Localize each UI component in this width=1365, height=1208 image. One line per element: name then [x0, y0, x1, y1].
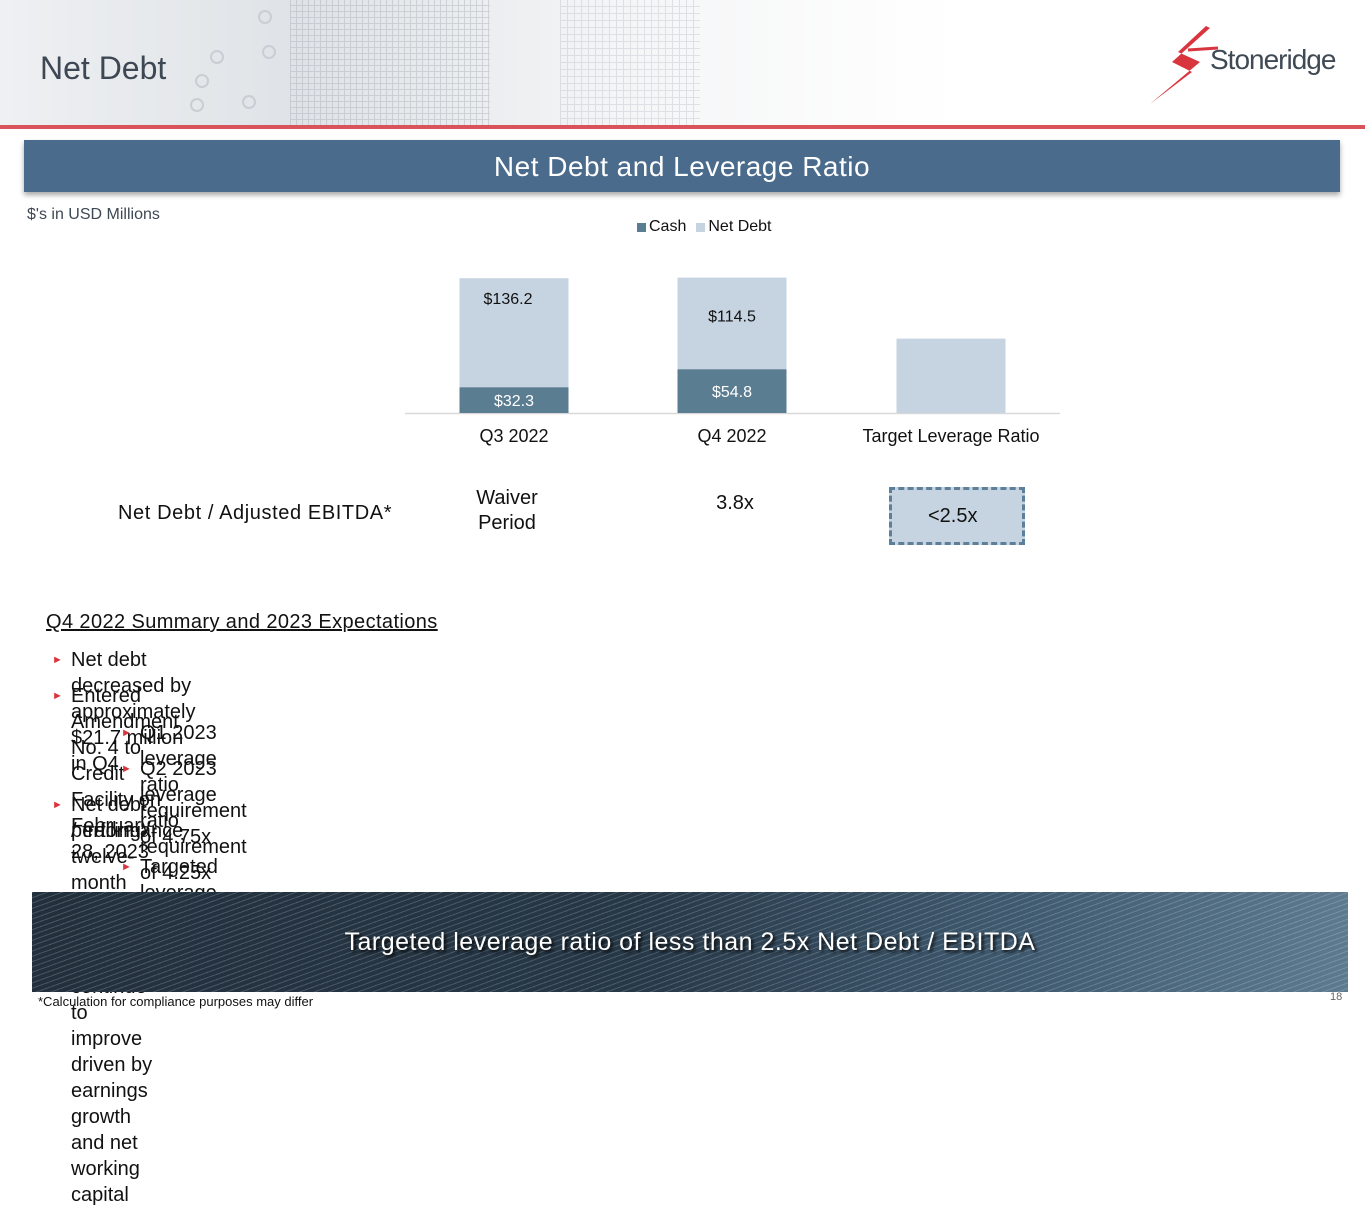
ratio-q3-line2: Period — [478, 512, 536, 534]
bullet-text: Entered Amendment No. 4 to Credit Facili… — [71, 685, 179, 863]
bullet-arrow-icon: ► — [121, 861, 132, 873]
sub-bullet-item: ► Q2 2023 leverage ratio requirement of … — [121, 756, 247, 886]
sub-bullet-item: ► Q1 2023 leverage ratio requirement of … — [121, 720, 247, 850]
bar-net-debt-q3-2022 — [459, 278, 569, 388]
bar-cash-q4-2022 — [677, 369, 787, 413]
ratio-target-box: <2.5x — [889, 487, 1025, 545]
header-background — [0, 0, 1365, 126]
legend-swatch-net-debt — [696, 222, 706, 232]
summary-title: Q4 2022 Summary and 2023 Expectations — [46, 611, 438, 633]
bullet-text: Net debt decreased by approximately $21.… — [71, 649, 196, 775]
ratio-q4-value: 3.8x — [716, 492, 754, 514]
legend-label-net-debt: Net Debt — [708, 218, 772, 235]
data-label-cash-q3-2022: $32.3 — [494, 393, 534, 410]
bullet-text: Q2 2023 leverage ratio requirement of 4.… — [140, 758, 247, 884]
bar-net-debt-q4-2022 — [677, 277, 787, 370]
ratio-q3-line1: Waiver — [476, 487, 538, 509]
legend-item-net-debt: Net Debt — [696, 218, 772, 236]
page-number: 18 — [1330, 991, 1343, 1003]
callout-band: Targeted leverage ratio of less than 2.5… — [32, 892, 1348, 992]
bullet-arrow-icon: ► — [52, 654, 63, 666]
callout-texture — [32, 892, 1348, 992]
bullet-arrow-icon: ► — [121, 727, 132, 739]
page-title: Net Debt — [40, 50, 167, 86]
circuit-dot — [210, 50, 224, 64]
callout-text: Targeted leverage ratio of less than 2.5… — [344, 928, 1036, 956]
bar-net-debt-target-leverage-ratio — [896, 338, 1006, 413]
header-rule — [0, 125, 1365, 129]
bullet-arrow-icon: ► — [52, 799, 63, 811]
x-tick-label: Target Leverage Ratio — [862, 426, 1039, 446]
data-label-cash-q4-2022: $54.8 — [712, 384, 752, 401]
circuit-dot — [258, 10, 272, 24]
bullet-text: performance — [71, 820, 184, 842]
circuit-pattern — [290, 0, 490, 126]
bullet-item: ► Entered Amendment No. 4 to Credit Faci… — [52, 683, 179, 865]
footnote: *Calculation for compliance purposes may… — [38, 994, 314, 1009]
section-banner: Net Debt and Leverage Ratio — [24, 140, 1340, 192]
bullet-arrow-icon: ► — [121, 763, 132, 775]
legend-swatch-cash — [637, 222, 646, 232]
data-label-net-debt-q3-2022: $136.2 — [484, 291, 533, 308]
circuit-dot — [195, 74, 209, 88]
ratio-q3-value: Waiver Period — [447, 486, 567, 536]
stoneridge-logo-icon — [1150, 26, 1219, 104]
net-debt-chart: $32.3 $136.2 Q3 2022 $54.8 $114.5 Q4 2022 Targ… — [405, 277, 1060, 446]
circuit-dot — [190, 98, 204, 112]
data-label-net-debt-q4-2022: $114.5 — [708, 309, 756, 326]
bullet-item: ► Net debt decreased by approximately $2… — [52, 647, 196, 777]
bullet-continuation: performance — [71, 818, 183, 844]
x-tick-label: Q4 2022 — [697, 426, 766, 446]
legend-label-cash: Cash — [649, 218, 687, 235]
chart-legend: Cash Net Debt — [637, 218, 772, 236]
logo-text: Stoneridge — [1210, 44, 1336, 75]
legend-item-cash: Cash — [637, 218, 686, 236]
units-note: $'s in USD Millions — [27, 206, 160, 223]
bullet-text: Q1 2023 leverage ratio requirement of 4.… — [140, 722, 247, 848]
circuit-dot — [242, 95, 256, 109]
bar-cash-q3-2022 — [459, 387, 569, 413]
ratio-row-label: Net Debt / Adjusted EBITDA* — [118, 502, 393, 524]
circuit-dot — [262, 45, 276, 59]
bullet-arrow-icon: ► — [52, 690, 63, 702]
circuit-pattern-secondary — [560, 0, 700, 126]
x-tick-label: Q3 2022 — [479, 426, 548, 446]
